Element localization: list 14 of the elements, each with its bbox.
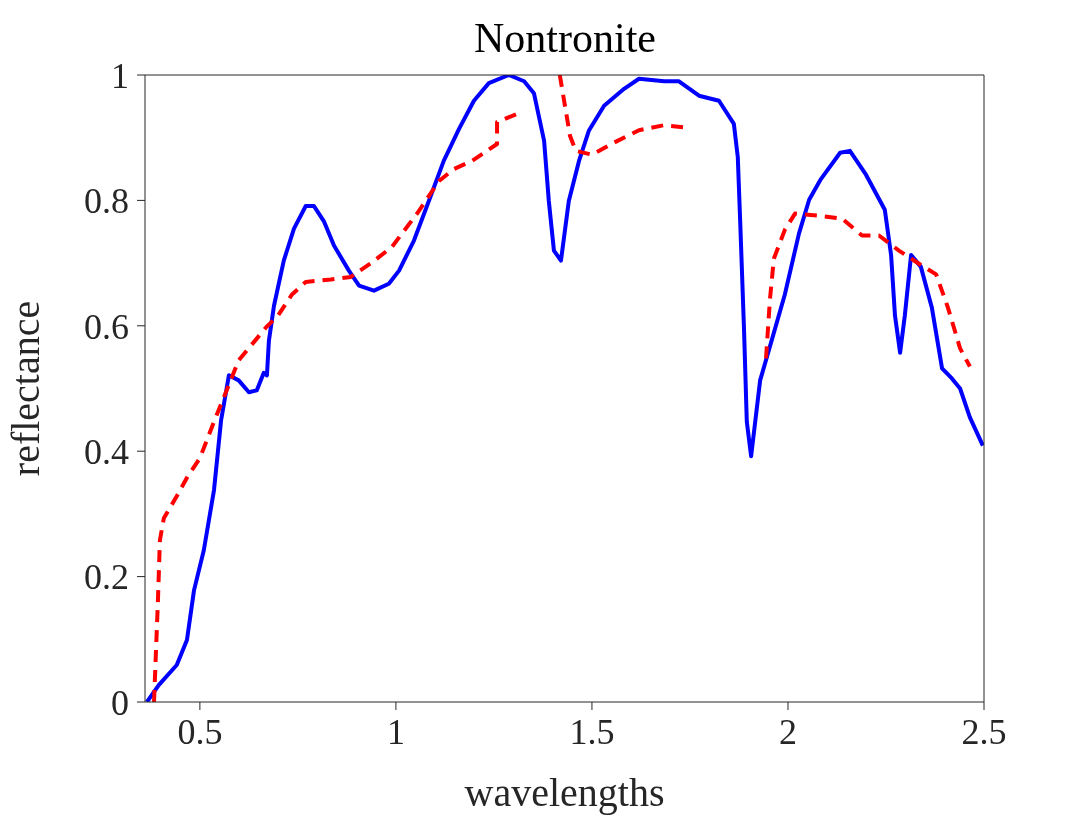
x-axis-title: wavelengths <box>464 770 665 815</box>
y-tick-label: 0.4 <box>84 431 129 472</box>
x-tick-label: 2.5 <box>961 711 1007 752</box>
y-tick-label: 0.2 <box>84 557 129 598</box>
chart-title: Nontronite <box>473 14 657 62</box>
y-tick-label: 0.8 <box>84 181 129 222</box>
y-axis-title: reflectance <box>3 300 49 477</box>
y-tick-label: 0.6 <box>84 306 129 347</box>
x-tick-label: 0.5 <box>177 711 223 752</box>
x-tick-label: 1 <box>386 711 405 752</box>
x-tick-label: 2 <box>778 711 797 752</box>
y-tick-label: 0 <box>111 682 129 723</box>
x-tick-label: 1.5 <box>569 711 615 752</box>
y-tick-label: 1 <box>111 55 129 96</box>
